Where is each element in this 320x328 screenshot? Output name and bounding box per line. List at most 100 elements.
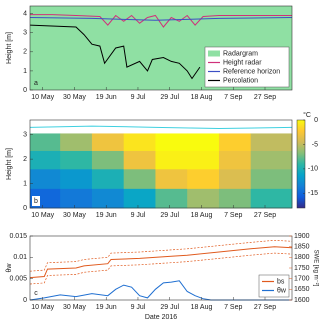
heat-cell [218, 168, 252, 189]
heat-cell [30, 150, 61, 170]
y-tick-label: 2 [23, 49, 27, 56]
heat-cell [60, 150, 93, 170]
panel-label-box [32, 196, 40, 206]
x-tick-label: 27 Sep [254, 94, 276, 101]
surface-line [29, 125, 293, 130]
heat-cell [155, 133, 188, 151]
colorbar-tick-label: -15 [308, 190, 318, 197]
y-tick-label: 3 [23, 132, 27, 139]
x-tick-label: 29 Jul [160, 212, 179, 219]
y-axis-label: Height [m] [6, 148, 13, 180]
heat-cell [218, 188, 252, 209]
series-line [29, 17, 293, 21]
legend-label: Reference horizon [223, 68, 280, 75]
series-line [29, 246, 293, 279]
legend-label: Radargram [223, 50, 258, 57]
heat-cell [91, 168, 125, 189]
x-tick-label: 29 Jul [160, 304, 179, 311]
x-tick-label: 9 Jul [131, 94, 146, 101]
x-tick-label: 30 May [63, 94, 86, 101]
heat-cell [187, 168, 220, 189]
x-tick-label: 19 Jun [96, 212, 117, 219]
x-tick-label: 19 Jun [96, 304, 117, 311]
heat-cell [91, 150, 125, 170]
heat-cell [250, 188, 293, 209]
colorbar-tick-label: -10 [308, 166, 318, 173]
panel-label: a [34, 80, 38, 87]
colorbar-tick-label: -5 [312, 141, 318, 148]
series-line [29, 24, 201, 80]
x-tick-label: 9 Jul [131, 304, 146, 311]
x-tick-label: 7 Sep [224, 94, 242, 101]
y2-tick-label: 1800 [294, 254, 310, 261]
series-line [29, 280, 292, 301]
y-tick-label: 0.01 [13, 254, 27, 261]
uncertainty-line [29, 239, 293, 272]
heat-cell [123, 188, 156, 209]
legend-label: Height radar [223, 59, 262, 66]
heat-cell [91, 133, 125, 151]
series-line [30, 14, 292, 28]
uncertainty-line [29, 252, 293, 285]
x-tick-label: 18 Aug [191, 304, 213, 311]
y-axis-label: Height [m] [6, 32, 13, 64]
heat-cell [187, 133, 220, 151]
x-tick-label: 18 Aug [191, 212, 213, 219]
heat-cell [30, 168, 61, 189]
x-tick-label: 10 May [31, 94, 54, 101]
y-axis-label: θw [6, 263, 13, 273]
heat-cell [60, 188, 93, 209]
heat-cell [250, 150, 293, 170]
heat-cell [155, 150, 188, 170]
heat-cell [60, 133, 93, 151]
colorbar-tick-label: 0 [314, 117, 318, 124]
y-tick-label: 0.005 [9, 276, 27, 283]
x-tick-label: 18 Aug [191, 94, 213, 101]
y2-tick-label: 1750 [294, 265, 310, 272]
legend-label: bs [277, 278, 285, 285]
y2-tick-label: 1900 [294, 233, 310, 240]
x-tick-label: 29 Jul [160, 94, 179, 101]
colorbar-label: °C [303, 111, 311, 119]
y2-tick-label: 1700 [294, 276, 310, 283]
y2-tick-label: 1850 [294, 244, 310, 251]
heat-cell [91, 188, 125, 209]
x-tick-label: 7 Sep [224, 304, 242, 311]
plot-frame [29, 5, 293, 91]
y-tick-label: 2 [23, 156, 27, 163]
legend-box [258, 274, 290, 298]
x-tick-label: 30 May [63, 304, 86, 311]
heat-cell [123, 150, 156, 170]
y2-tick-label: 1650 [294, 286, 310, 293]
plot-frame [29, 119, 293, 209]
legend-swatch [208, 50, 220, 57]
heat-cell [187, 188, 220, 209]
heat-cell [60, 168, 93, 189]
x-tick-label: 19 Jun [96, 94, 117, 101]
x-tick-label: 10 May [31, 212, 54, 219]
heat-cell [187, 150, 220, 170]
y-tick-label: 0 [23, 87, 27, 94]
x-tick-label: 27 Sep [254, 304, 276, 311]
heat-cell [123, 168, 156, 189]
heat-cell [250, 133, 293, 151]
x-tick-label: 7 Sep [224, 212, 242, 219]
x-tick-label: 9 Jul [131, 212, 146, 219]
y-tick-label: 1 [23, 68, 27, 75]
heat-cell [155, 188, 188, 209]
legend-label: Percolation [223, 77, 258, 84]
y-tick-label: 0 [23, 297, 27, 304]
panel-label: b [34, 198, 38, 205]
heat-cell [155, 168, 188, 189]
y2-axis-label: SWE [kg m⁻²] [312, 250, 318, 287]
panel-label: c [34, 290, 38, 297]
y-tick-label: 0 [23, 205, 27, 212]
y-tick-label: 0.015 [9, 233, 27, 240]
x-axis-label: Date 2016 [145, 314, 177, 321]
y-tick-label: 1 [23, 180, 27, 187]
x-tick-label: 30 May [63, 212, 86, 219]
x-tick-label: 27 Sep [254, 212, 276, 219]
heat-cell [250, 168, 293, 189]
legend-label: θw [277, 287, 287, 294]
